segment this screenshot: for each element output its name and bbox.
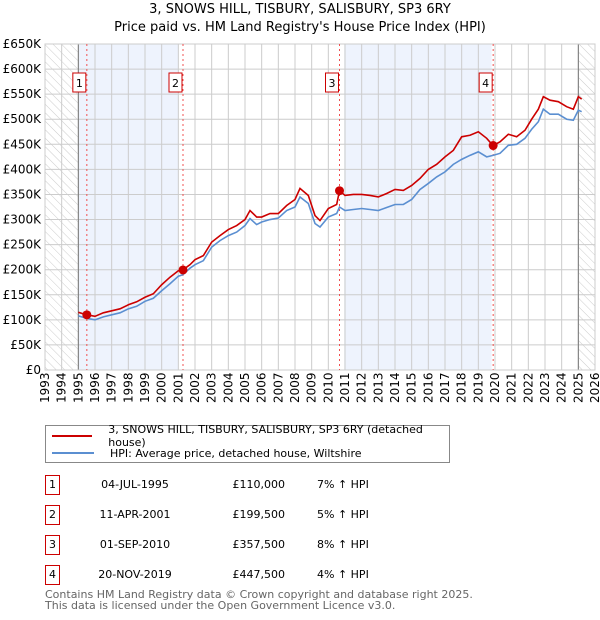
x-tick-label: 1997	[105, 372, 119, 403]
sale-label-box	[325, 72, 339, 93]
sale-label: 1	[76, 77, 83, 90]
legend-item-hpi: HPI: Average price, detached house, Wilt…	[46, 445, 362, 461]
x-tick-label: 2019	[471, 372, 485, 403]
sale-number-badge: 4	[45, 565, 60, 585]
sale-point	[82, 310, 92, 320]
sale-point	[178, 265, 188, 275]
y-tick-label: £500K	[3, 112, 43, 126]
chart-title: 3, SNOWS HILL, TISBURY, SALISBURY, SP3 6…	[149, 2, 451, 17]
sale-number-badge: 2	[45, 505, 60, 525]
x-tick-label: 2000	[155, 372, 169, 403]
y-tick-label: £300K	[3, 213, 43, 227]
legend-label: HPI: Average price, detached house, Wilt…	[110, 446, 362, 460]
x-tick-label: 2018	[455, 372, 469, 403]
sale-row: 4 20-NOV-2019 £447,500 4% ↑ HPI	[45, 565, 465, 585]
x-tick-label: 2015	[405, 372, 419, 403]
x-tick-label: 1995	[71, 372, 85, 403]
x-tick-label: 2014	[388, 372, 402, 403]
legend-blue-line	[52, 452, 94, 454]
sale-label: 3	[329, 77, 336, 90]
x-tick-label: 2010	[321, 372, 335, 403]
x-tick-label: 2013	[371, 372, 385, 403]
x-tick-label: 1998	[121, 372, 135, 403]
legend-red-line	[52, 435, 93, 437]
sale-point	[335, 186, 344, 196]
y-tick-label: £100K	[3, 313, 43, 327]
x-tick-label: 2021	[505, 372, 519, 403]
x-tick-label: 2006	[255, 372, 269, 403]
sale-date: 04-JUL-1995	[101, 478, 169, 491]
x-tick-label: 2003	[205, 372, 219, 403]
sale-date: 11-APR-2001	[99, 508, 171, 521]
legend-item-property: 3, SNOWS HILL, TISBURY, SALISBURY, SP3 6…	[46, 423, 449, 449]
property-price-line	[78, 95, 583, 318]
x-tick-label: 1993	[38, 372, 52, 403]
chart-subtitle: Price paid vs. HM Land Registry's House …	[114, 20, 486, 35]
x-tick-label: 2012	[355, 372, 369, 403]
x-tick-label: 2017	[438, 372, 452, 403]
sale-point	[488, 141, 498, 151]
x-tick-label: 2011	[338, 372, 352, 403]
hpi-line	[78, 107, 582, 321]
x-tick-label: 2024	[555, 372, 569, 403]
x-tick-label: 2025	[571, 372, 585, 403]
x-tick-label: 2001	[171, 372, 185, 403]
x-tick-label: 2009	[305, 372, 319, 403]
footer-line-2: This data is licensed under the Open Gov…	[45, 599, 396, 612]
x-tick-label: 2005	[238, 372, 252, 403]
x-tick-label: 1999	[138, 372, 152, 403]
shaded-period	[344, 44, 492, 370]
x-tick-label: 2008	[288, 372, 302, 403]
x-tick-label: 2002	[188, 372, 202, 403]
plot-border	[44, 43, 596, 371]
legend: 3, SNOWS HILL, TISBURY, SALISBURY, SP3 6…	[45, 423, 450, 463]
footer-line-1: Contains HM Land Registry data © Crown c…	[45, 588, 473, 601]
y-tick-label: £250K	[3, 238, 43, 252]
sale-hpi-diff: 8% ↑ HPI	[317, 538, 369, 551]
sale-row: 3 01-SEP-2010 £357,500 8% ↑ HPI	[45, 535, 465, 555]
legend-label: 3, SNOWS HILL, TISBURY, SALISBURY, SP3 6…	[108, 423, 423, 449]
x-tick-label: 2004	[221, 372, 235, 403]
x-tick-label: 2007	[271, 372, 285, 403]
y-tick-label: £200K	[3, 263, 43, 277]
y-tick-label: £350K	[3, 187, 43, 201]
y-tick-label: £50K	[10, 338, 42, 352]
y-tick-label: £150K	[3, 288, 43, 302]
y-tick-label: £600K	[3, 62, 43, 76]
x-tick-label: 1994	[55, 372, 69, 403]
sale-price: £110,000	[232, 478, 286, 491]
sale-number-badge: 1	[45, 475, 60, 495]
sale-date: 01-SEP-2010	[99, 538, 171, 551]
sale-price: £447,500	[232, 568, 286, 581]
sale-price: £357,500	[232, 538, 286, 551]
y-tick-label: £450K	[3, 137, 43, 151]
x-tick-label: 2023	[538, 372, 552, 403]
sale-label-box	[168, 72, 183, 93]
x-tick-label: 2026	[588, 372, 600, 403]
sale-label: 2	[172, 77, 179, 90]
footer: Contains HM Land Registry data © Crown c…	[45, 589, 473, 611]
y-tick-label: £550K	[3, 87, 43, 101]
sale-number-badge: 3	[45, 535, 60, 555]
y-tick-label: £650K	[3, 37, 43, 51]
y-tick-label: £0	[26, 363, 41, 377]
sale-label: 4	[482, 77, 489, 90]
x-tick-label: 1996	[88, 372, 102, 403]
sale-row: 2 11-APR-2001 £199,500 5% ↑ HPI	[45, 505, 465, 525]
sale-hpi-diff: 5% ↑ HPI	[317, 508, 369, 521]
y-tick-label: £400K	[3, 162, 43, 176]
sale-label-box	[478, 72, 493, 93]
sale-hpi-diff: 4% ↑ HPI	[317, 568, 369, 581]
x-tick-label: 2016	[421, 372, 435, 403]
sale-label-box	[72, 72, 87, 93]
x-tick-label: 2020	[488, 372, 502, 403]
price-chart: 1993 1994 1995 1996 1997 1998 1999 2000 2001 2002…	[3, 37, 600, 403]
x-tick-label: 2022	[521, 372, 535, 403]
sale-hpi-diff: 7% ↑ HPI	[317, 478, 369, 491]
sale-date: 20-NOV-2019	[98, 568, 172, 581]
sale-price: £199,500	[232, 508, 286, 521]
sale-row: 1 04-JUL-1995 £110,000 7% ↑ HPI	[45, 475, 465, 495]
hatched-period	[578, 44, 595, 370]
